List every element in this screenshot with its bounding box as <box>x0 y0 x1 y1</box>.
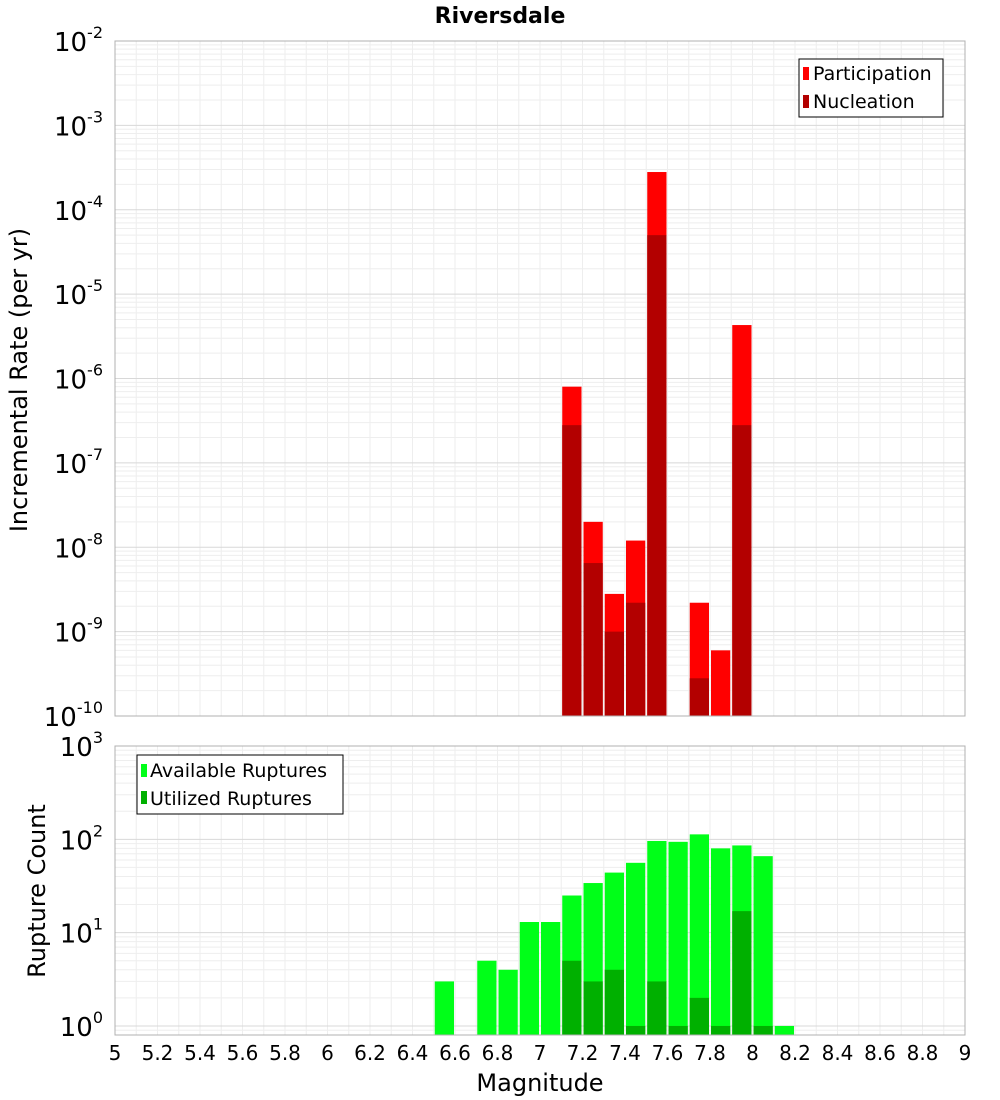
count-bar-utilized-ruptures <box>668 1025 688 1035</box>
rate-y-tick-labels: 10-10 10-9 10-8 10-7 10-6 10-5 10-4 10-3 10-2 <box>44 23 103 733</box>
rate-y-tick-label: 10-3 <box>54 107 103 142</box>
rate-y-tick-label: 10-5 <box>54 276 103 311</box>
magnitude-tick-label: 7.2 <box>567 1041 599 1065</box>
count-bar-utilized-ruptures <box>689 997 709 1035</box>
magnitude-tick-labels: 5 5.2 5.4 5.6 5.8 6 6.2 6.4 6.6 6.8 7 7.2 7.4 7.6 7.8 8… <box>109 1041 972 1065</box>
count-bar-utilized-ruptures <box>626 1025 646 1035</box>
count-legend-box <box>136 754 344 815</box>
count-y-tick-label: 100 <box>60 1008 103 1043</box>
count-bar-utilized-ruptures <box>732 911 752 1035</box>
nucleation-legend-label: Nucleation <box>813 91 915 113</box>
magnitude-tick-label: 5 <box>109 1041 122 1065</box>
magnitude-tick-label: 5.6 <box>227 1041 259 1065</box>
rate-panel: 10-10 10-9 10-8 10-7 10-6 10-5 10-4 10-3 10-2 In… <box>5 23 966 733</box>
count-bar-utilized-ruptures <box>604 969 624 1035</box>
rate-y-tick-label: 10-2 <box>54 23 103 58</box>
available-ruptures-legend-label: Available Ruptures <box>150 760 327 782</box>
magnitude-tick-label: 6.2 <box>354 1041 386 1065</box>
magnitude-tick-label: 6 <box>321 1041 334 1065</box>
chart-title: Riversdale <box>435 4 566 29</box>
rate-bar-nucleation <box>626 602 646 716</box>
count-y-axis-label: Rupture Count <box>23 804 51 978</box>
count-bars <box>434 834 794 1035</box>
rate-bar-nucleation <box>732 425 752 716</box>
count-bar-available-ruptures <box>774 1025 794 1035</box>
rate-y-tick-label: 10-7 <box>54 445 103 480</box>
nucleation-legend-swatch <box>803 95 809 108</box>
rate-bar-nucleation <box>689 678 709 716</box>
count-bar-available-ruptures <box>689 834 709 1035</box>
magnitude-tick-label: 5.4 <box>184 1041 216 1065</box>
rate-bar-nucleation <box>604 631 624 716</box>
count-bar-utilized-ruptures <box>753 1025 773 1035</box>
count-plot-frame <box>114 745 966 1036</box>
rate-legend-box <box>798 58 944 118</box>
rate-y-tick-label: 10-8 <box>54 529 103 564</box>
count-bar-available-ruptures <box>498 969 518 1035</box>
rate-bar-participation <box>711 650 731 716</box>
available-ruptures-legend-swatch <box>141 764 147 777</box>
count-bar-utilized-ruptures <box>647 981 667 1035</box>
magnitude-tick-label: 7.4 <box>609 1041 641 1065</box>
count-y-tick-label: 101 <box>60 915 103 950</box>
count-bar-available-ruptures <box>541 922 561 1035</box>
count-panel: 100 101 102 103 5 5.2 5.4 5.6 5.8 6 6.2 6.4 6.6 6.8 7… <box>23 728 971 1097</box>
count-y-tick-labels: 100 101 102 103 <box>60 728 103 1043</box>
rate-y-tick-label: 10-9 <box>54 614 103 649</box>
count-legend: Available Ruptures Utilized Ruptures <box>136 754 344 815</box>
magnitude-tick-label: 6.6 <box>439 1041 471 1065</box>
rate-bar-nucleation <box>583 563 603 716</box>
count-y-tick-label: 102 <box>60 821 103 856</box>
count-bar-utilized-ruptures <box>562 960 582 1035</box>
magnitude-tick-label: 8.8 <box>907 1041 939 1065</box>
magnitude-tick-label: 7.8 <box>694 1041 726 1065</box>
rate-gridlines <box>114 40 966 717</box>
participation-legend-swatch <box>803 67 809 80</box>
count-bar-available-ruptures <box>477 960 497 1035</box>
rate-legend: Participation Nucleation <box>798 58 944 118</box>
rate-y-tick-label: 10-6 <box>54 361 103 396</box>
x-axis-label: Magnitude <box>476 1069 603 1097</box>
magnitude-tick-label: 8.2 <box>779 1041 811 1065</box>
utilized-ruptures-legend-label: Utilized Ruptures <box>150 788 312 810</box>
count-bar-available-ruptures <box>519 922 539 1035</box>
utilized-ruptures-legend-swatch <box>141 791 147 804</box>
count-bar-available-ruptures <box>668 841 688 1035</box>
rate-bars <box>562 172 752 716</box>
magnitude-tick-label: 8.4 <box>822 1041 854 1065</box>
magnitude-tick-label: 9 <box>959 1041 972 1065</box>
magnitude-tick-label: 6.4 <box>397 1041 429 1065</box>
magnitude-tick-label: 8 <box>746 1041 759 1065</box>
count-bar-available-ruptures <box>753 856 773 1035</box>
rate-y-tick-label: 10-10 <box>44 698 103 733</box>
magnitude-tick-label: 7 <box>534 1041 547 1065</box>
magnitude-tick-label: 8.6 <box>864 1041 896 1065</box>
magnitude-tick-label: 5.8 <box>269 1041 301 1065</box>
magnitude-tick-label: 5.2 <box>142 1041 174 1065</box>
count-bar-available-ruptures <box>711 848 731 1035</box>
rate-bar-nucleation <box>647 235 667 716</box>
magnitude-tick-label: 7.6 <box>652 1041 684 1065</box>
count-bar-available-ruptures <box>626 862 646 1035</box>
count-bar-utilized-ruptures <box>711 1025 731 1035</box>
rate-bar-nucleation <box>562 425 582 716</box>
rate-y-tick-label: 10-4 <box>54 192 103 227</box>
count-bar-utilized-ruptures <box>583 981 603 1035</box>
rate-y-axis-label: Incremental Rate (per yr) <box>5 228 33 532</box>
rate-plot-frame <box>114 40 966 717</box>
count-bar-available-ruptures <box>434 981 454 1035</box>
count-y-tick-label: 103 <box>60 728 103 763</box>
magnitude-tick-label: 6.8 <box>482 1041 514 1065</box>
participation-legend-label: Participation <box>813 63 932 85</box>
